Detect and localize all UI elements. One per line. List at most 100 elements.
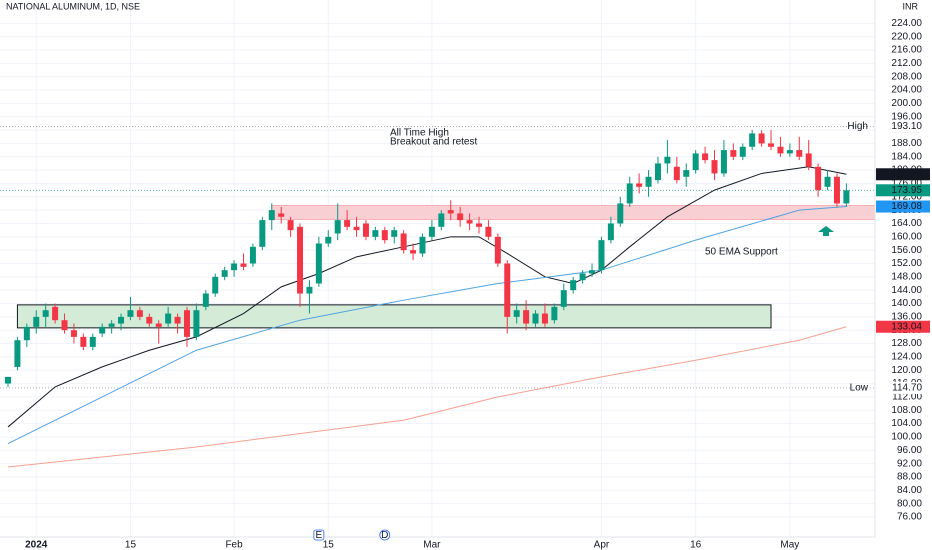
candle-body: [108, 323, 115, 327]
price-box: [876, 120, 930, 133]
candle-body: [702, 153, 709, 161]
candle-body: [504, 263, 511, 317]
zone: [271, 205, 875, 220]
candle-body: [815, 166, 822, 191]
candle-body: [457, 213, 464, 221]
y-tick-label: 208.00: [891, 71, 922, 82]
candle-body: [14, 340, 21, 367]
candle-body: [249, 246, 256, 264]
candle-body: [268, 210, 275, 221]
candle-body: [353, 226, 360, 231]
candle-body: [683, 170, 690, 177]
candle-body: [297, 226, 304, 294]
y-tick-label: 188.00: [891, 138, 922, 149]
arrow: [818, 226, 834, 236]
candle-body: [193, 310, 200, 337]
x-tick-label: Feb: [225, 540, 243, 550]
candle-body: [805, 153, 812, 167]
candle-body: [438, 213, 445, 227]
candle-body: [118, 316, 125, 324]
x-tick-label: 15: [125, 540, 137, 550]
y-tick-label: 84.00: [897, 485, 922, 496]
candle-body: [362, 223, 369, 237]
candle-body: [654, 163, 661, 181]
y-tick-label: 96.00: [897, 445, 922, 456]
candle-body: [768, 143, 775, 147]
event-icon: [313, 529, 325, 541]
x-tick-label: 16: [690, 540, 702, 550]
candle-body: [278, 213, 285, 217]
candle-body: [607, 223, 614, 241]
candle-body: [52, 306, 59, 321]
candle-body: [23, 326, 30, 341]
annotation: 50 EMA Support: [705, 247, 778, 258]
y-tick-label: 152.00: [891, 258, 922, 269]
candle-body: [259, 220, 266, 247]
candle-body: [749, 133, 756, 147]
candle-body: [136, 310, 143, 317]
y-tick-label: 200.00: [891, 98, 922, 109]
candle-body: [80, 336, 87, 347]
y-tick-label: 204.00: [891, 85, 922, 96]
candle-body: [400, 233, 407, 251]
candle-body: [551, 306, 558, 321]
candle-body: [33, 316, 40, 327]
candle-body: [523, 310, 530, 324]
candle-body: [391, 230, 398, 237]
candle-body: [315, 243, 322, 284]
candle-body: [212, 276, 219, 294]
x-tick-label: Mar: [423, 540, 441, 550]
candle-body: [155, 323, 162, 327]
price-box: [876, 184, 930, 197]
y-tick-label: 224.00: [891, 18, 922, 29]
x-tick-label: Apr: [594, 540, 610, 550]
candle-body: [476, 223, 482, 227]
candle-body: [589, 270, 596, 274]
candle-body: [824, 176, 831, 187]
candle-body: [579, 273, 586, 281]
candle-body: [165, 313, 172, 324]
candle-body: [485, 226, 492, 237]
currency: INR: [903, 1, 919, 11]
candle-body: [344, 220, 351, 227]
candle-body: [664, 156, 671, 164]
candle-body: [673, 166, 680, 181]
annotation: Breakout and retest: [390, 137, 477, 148]
candle-body: [306, 286, 313, 294]
candle-body: [127, 310, 134, 317]
price-box: [876, 381, 930, 394]
y-tick-label: 120.00: [891, 365, 922, 376]
y-tick-label: 136.00: [891, 312, 922, 323]
price-label: 193.10: [891, 121, 922, 132]
candle-body: [202, 293, 209, 307]
price-label: 178.75: [891, 169, 922, 180]
y-tick-label: 172.00: [891, 191, 922, 202]
candle-body: [334, 220, 341, 234]
price-label: 169.08: [891, 201, 922, 212]
event-label: D: [381, 530, 388, 541]
candle-body: [61, 320, 68, 331]
candle-body: [89, 336, 96, 347]
y-tick-label: 220.00: [891, 31, 922, 42]
candle-body: [692, 153, 699, 171]
y-tick-label: 88.00: [897, 472, 922, 483]
candle-body: [758, 133, 765, 144]
price-box: [876, 320, 930, 333]
price-label: 133.04: [891, 321, 922, 332]
candle-body: [410, 250, 417, 254]
candle-body: [325, 236, 332, 244]
price-label: 173.95: [891, 185, 922, 196]
candle-body: [598, 240, 605, 271]
candle-body: [777, 146, 784, 154]
candle-body: [447, 210, 454, 214]
chart-title: NATIONAL ALUMINUM, 1D, NSE: [6, 1, 140, 11]
candle-body: [617, 203, 624, 224]
y-tick-label: 216.00: [891, 45, 922, 56]
candle-body: [231, 263, 238, 271]
candle-body: [174, 316, 181, 324]
y-tick-label: 148.00: [891, 271, 922, 282]
candle-body: [645, 176, 652, 187]
candle-body: [5, 376, 11, 384]
